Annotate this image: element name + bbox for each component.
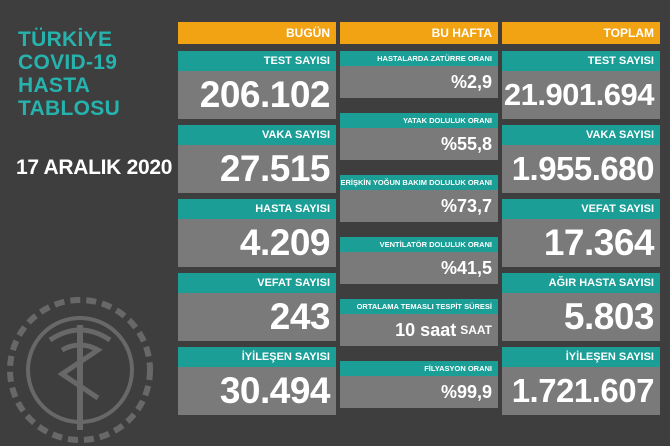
stat-label: VEFAT SAYISI xyxy=(502,199,660,219)
stat-label: VAKA SAYISI xyxy=(502,125,660,145)
hafta-yatak-cell: YATAK DOLULUK ORANI %55,8 xyxy=(340,113,498,160)
stat-value: %2,9 xyxy=(340,66,498,98)
ministry-emblem-icon xyxy=(7,297,153,443)
toplam-iyilesen-cell: İYİLEŞEN SAYISI 1.721.607 xyxy=(502,347,660,415)
bugun-vaka-cell: VAKA SAYISI 27.515 xyxy=(178,125,336,193)
column-header-bu-hafta: BU HAFTA xyxy=(340,22,498,44)
hafta-temasli-cell: ORTALAMA TEMASLI TESPİT SÜRESİ 10 saat S… xyxy=(340,299,498,346)
stat-value: 4.209 xyxy=(178,219,336,267)
title-line: COVID-19 xyxy=(18,51,118,74)
report-date: 17 ARALIK 2020 xyxy=(16,156,173,179)
stat-value: %73,7 xyxy=(340,190,498,222)
stat-value: 27.515 xyxy=(178,145,336,193)
stat-label: TEST SAYISI xyxy=(502,51,660,71)
stat-label: ERİŞKİN YOĞUN BAKIM DOLULUK ORANI xyxy=(340,175,498,190)
toplam-test-cell: TEST SAYISI 21.901.694 xyxy=(502,51,660,119)
stat-value: 5.803 xyxy=(502,293,660,341)
stat-label: VAKA SAYISI xyxy=(178,125,336,145)
stat-value: 243 xyxy=(178,293,336,341)
hafta-filyasyon-cell: FİLYASYON ORANI %99,9 xyxy=(340,361,498,408)
column-header-bugun: BUGÜN xyxy=(178,22,336,44)
stat-value-number: 10 saat xyxy=(395,319,457,340)
page-title: TÜRKİYE COVID-19 HASTA TABLOSU xyxy=(18,28,120,120)
toplam-vefat-cell: VEFAT SAYISI 17.364 xyxy=(502,199,660,267)
stat-value: %41,5 xyxy=(340,252,498,284)
bugun-vefat-cell: VEFAT SAYISI 243 xyxy=(178,273,336,341)
stat-label: ORTALAMA TEMASLI TESPİT SÜRESİ xyxy=(340,299,498,314)
toplam-agir-hasta-cell: AĞIR HASTA SAYISI 5.803 xyxy=(502,273,660,341)
stat-label: İYİLEŞEN SAYISI xyxy=(178,347,336,367)
title-line: HASTA xyxy=(18,74,91,97)
stat-label: YATAK DOLULUK ORANI xyxy=(340,113,498,128)
column-header-toplam: TOPLAM xyxy=(502,22,660,44)
stat-value: 1.721.607 xyxy=(502,367,660,415)
toplam-vaka-cell: VAKA SAYISI 1.955.680 xyxy=(502,125,660,193)
bugun-iyilesen-cell: İYİLEŞEN SAYISI 30.494 xyxy=(178,347,336,415)
stat-label: HASTALARDA ZATÜRRE ORANI xyxy=(340,51,498,66)
stat-value: 10 saat SAAT xyxy=(340,314,498,346)
bugun-test-cell: TEST SAYISI 206.102 xyxy=(178,51,336,119)
stat-label: FİLYASYON ORANI xyxy=(340,361,498,376)
stat-label: HASTA SAYISI xyxy=(178,199,336,219)
stat-label: TEST SAYISI xyxy=(178,51,336,71)
bugun-hasta-cell: HASTA SAYISI 4.209 xyxy=(178,199,336,267)
stat-label: İYİLEŞEN SAYISI xyxy=(502,347,660,367)
stat-value: %99,9 xyxy=(340,376,498,408)
stat-label: AĞIR HASTA SAYISI xyxy=(502,273,660,293)
stat-label: VENTİLATÖR DOLULUK ORANI xyxy=(340,237,498,252)
stat-value: 206.102 xyxy=(178,71,336,119)
stat-label: VEFAT SAYISI xyxy=(178,273,336,293)
hafta-zaturre-cell: HASTALARDA ZATÜRRE ORANI %2,9 xyxy=(340,51,498,98)
stat-value: %55,8 xyxy=(340,128,498,160)
hafta-yogun-bakim-cell: ERİŞKİN YOĞUN BAKIM DOLULUK ORANI %73,7 xyxy=(340,175,498,222)
stat-value: 17.364 xyxy=(502,219,660,267)
title-line: TABLOSU xyxy=(18,97,121,120)
stat-value: 1.955.680 xyxy=(502,145,660,193)
title-line: TÜRKİYE xyxy=(18,28,113,51)
stat-value-unit: SAAT xyxy=(460,323,492,337)
stat-value: 21.901.694 xyxy=(502,71,660,119)
stat-value: 30.494 xyxy=(178,367,336,415)
hafta-ventilator-cell: VENTİLATÖR DOLULUK ORANI %41,5 xyxy=(340,237,498,284)
